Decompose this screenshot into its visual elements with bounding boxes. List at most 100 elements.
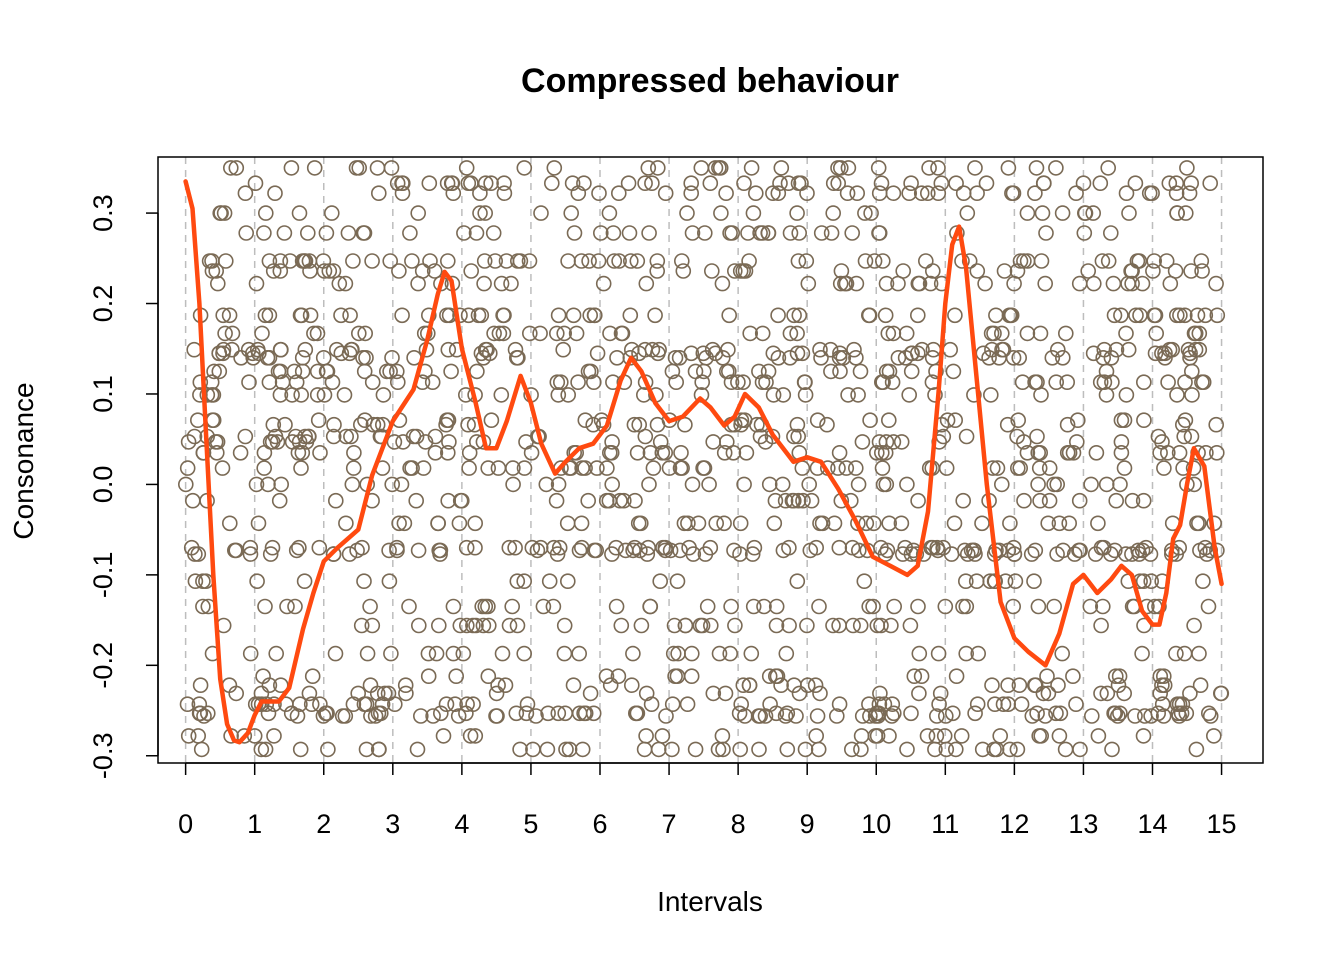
data-point	[1178, 205, 1194, 221]
data-point	[199, 387, 216, 403]
data-point	[1110, 708, 1126, 724]
data-point	[813, 349, 829, 366]
data-point	[497, 677, 514, 694]
data-point	[386, 434, 403, 450]
data-point	[718, 185, 734, 201]
data-point	[1037, 275, 1053, 292]
data-point	[200, 705, 216, 722]
data-point	[355, 225, 372, 241]
data-point	[383, 645, 399, 662]
data-point	[274, 374, 291, 391]
data-point	[1065, 444, 1082, 461]
data-point	[683, 345, 700, 362]
data-point	[1135, 573, 1152, 590]
data-point	[788, 708, 804, 724]
data-point	[195, 444, 212, 461]
data-point	[735, 677, 752, 694]
data-point	[493, 387, 510, 403]
data-point	[885, 705, 902, 722]
data-point	[217, 325, 233, 342]
data-point	[237, 428, 254, 445]
data-point	[778, 645, 795, 662]
data-point	[476, 253, 493, 269]
data-point	[508, 705, 525, 722]
data-point	[1072, 741, 1088, 758]
data-point	[995, 696, 1012, 713]
data-point	[752, 708, 769, 724]
data-point	[869, 617, 886, 634]
data-point	[908, 546, 925, 562]
data-point	[287, 598, 303, 615]
data-point	[1005, 185, 1022, 201]
data-point	[410, 542, 427, 559]
data-point	[716, 515, 732, 532]
x-tick-label: 1	[247, 809, 262, 839]
data-point	[917, 253, 934, 269]
data-point	[737, 263, 754, 279]
data-point	[786, 307, 802, 324]
data-point	[639, 546, 656, 562]
x-tick-label: 13	[1068, 809, 1098, 839]
data-point	[903, 363, 920, 380]
data-point	[1076, 225, 1093, 241]
data-point	[211, 363, 228, 380]
data-point	[1024, 708, 1041, 724]
data-point	[799, 617, 815, 634]
data-point	[1037, 708, 1054, 724]
data-point	[844, 225, 861, 241]
data-point	[862, 708, 878, 724]
data-point	[336, 387, 353, 403]
data-point	[350, 325, 367, 342]
data-point	[432, 705, 449, 722]
data-point	[840, 387, 856, 403]
data-point	[733, 412, 750, 429]
data-point	[911, 645, 928, 662]
data-point	[180, 728, 197, 744]
data-point	[617, 542, 634, 559]
data-point	[1082, 598, 1099, 615]
data-point	[984, 677, 1000, 694]
data-point	[637, 175, 653, 191]
data-point	[556, 645, 573, 662]
data-point	[843, 741, 860, 758]
data-point	[701, 476, 717, 493]
data-point	[705, 685, 722, 702]
data-point	[631, 416, 648, 433]
data-point	[394, 307, 410, 324]
data-point	[516, 460, 533, 476]
data-point	[690, 515, 707, 532]
data-point	[1005, 539, 1022, 556]
data-point	[959, 546, 976, 562]
data-point	[206, 363, 222, 380]
data-point	[756, 598, 772, 615]
data-point	[819, 416, 835, 433]
x-tick-label: 6	[592, 809, 607, 839]
data-point	[683, 175, 700, 191]
data-point	[877, 307, 894, 324]
data-point	[1028, 160, 1045, 176]
data-point	[1208, 275, 1224, 292]
data-point	[890, 349, 907, 366]
data-point	[875, 476, 892, 493]
data-point	[1048, 705, 1064, 722]
data-point	[467, 728, 484, 744]
data-point	[396, 515, 413, 532]
data-point	[545, 598, 562, 615]
data-point	[670, 645, 686, 662]
data-point	[1112, 705, 1128, 722]
data-point	[420, 307, 437, 324]
data-point	[644, 175, 660, 191]
data-point	[427, 444, 444, 461]
data-point	[550, 476, 567, 493]
data-point	[911, 275, 928, 292]
data-point	[809, 708, 826, 724]
data-point	[577, 705, 594, 722]
data-point	[675, 263, 692, 279]
data-point	[886, 598, 903, 615]
data-point	[680, 515, 696, 532]
data-point	[1127, 175, 1144, 191]
data-point	[473, 345, 490, 362]
data-point	[178, 476, 194, 493]
data-point	[505, 476, 521, 493]
data-point	[602, 677, 619, 694]
